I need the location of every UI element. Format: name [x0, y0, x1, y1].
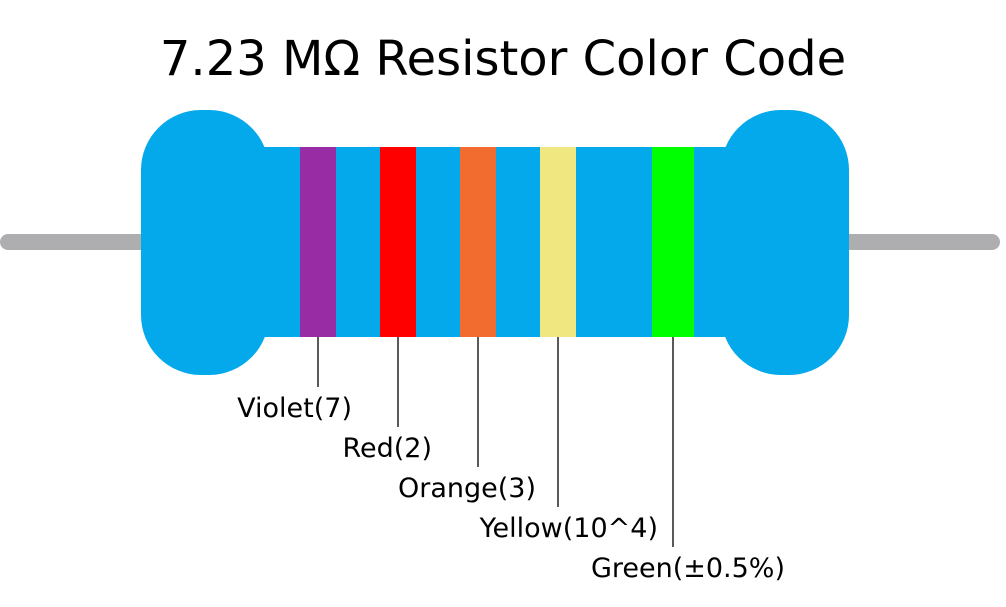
band-label-red: Red(2) [342, 433, 432, 464]
band-label-green: Green(±0.5%) [591, 553, 785, 584]
band-violet [300, 147, 336, 337]
band-orange [460, 147, 496, 337]
page-title: 7.23 MΩ Resistor Color Code [159, 31, 847, 87]
band-label-orange: Orange(3) [398, 473, 536, 504]
color-bands [300, 147, 694, 337]
band-yellow [540, 147, 576, 337]
body-left-cap [141, 110, 269, 375]
band-green [652, 147, 694, 337]
band-labels: Violet(7) Red(2) Orange(3) Yellow(10^4) … [237, 393, 785, 584]
band-red [380, 147, 416, 337]
body-right-cap [721, 110, 849, 375]
leader-lines [317, 337, 674, 547]
band-label-violet: Violet(7) [237, 393, 352, 424]
band-label-yellow: Yellow(10^4) [479, 513, 658, 544]
